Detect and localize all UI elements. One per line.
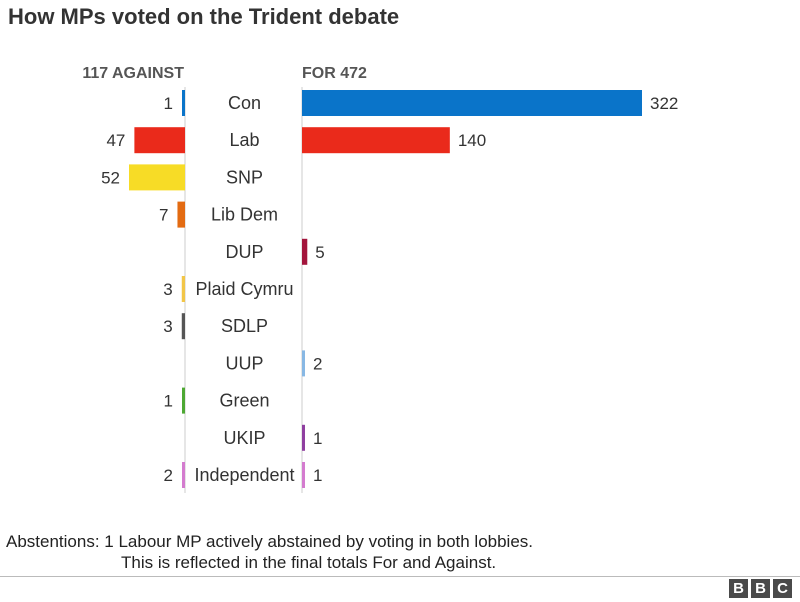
for-value-label: 5 (315, 243, 324, 262)
for-value-label: 322 (650, 94, 678, 113)
for-value-label: 1 (313, 466, 322, 485)
for-bar (302, 424, 305, 451)
category-label: Lab (229, 130, 259, 150)
against-value-label: 3 (163, 317, 172, 336)
against-bar (129, 164, 185, 191)
for-bar (302, 90, 642, 116)
against-bar (182, 387, 185, 414)
category-label: DUP (225, 242, 263, 262)
for-value-label: 1 (313, 429, 322, 448)
for-bar (302, 238, 308, 265)
chart-title: How MPs voted on the Trident debate (8, 4, 400, 29)
for-bar (302, 127, 450, 154)
against-value-label: 52 (101, 168, 120, 187)
category-label: SDLP (221, 316, 268, 336)
abstentions-note-line-1: Abstentions: 1 Labour MP actively abstai… (6, 532, 534, 551)
category-label: Independent (194, 465, 294, 485)
category-label: SNP (226, 167, 263, 187)
logo-letter: B (729, 579, 748, 598)
category-label: UUP (225, 353, 263, 373)
against-value-label: 3 (163, 280, 172, 299)
footer-divider (0, 576, 800, 577)
against-bar (134, 127, 185, 154)
category-label: Con (228, 93, 261, 113)
against-bar (182, 90, 185, 116)
against-value-label: 2 (164, 466, 173, 485)
against-value-label: 1 (164, 94, 173, 113)
category-label: Green (219, 391, 269, 411)
for-header: FOR 472 (302, 65, 367, 82)
abstentions-note-line-2: This is reflected in the final totals Fo… (121, 553, 497, 572)
logo-letter: C (773, 579, 792, 598)
against-bar (182, 462, 185, 488)
against-bar (177, 201, 185, 228)
category-label: UKIP (223, 428, 265, 448)
logo-letter: B (751, 579, 770, 598)
against-value-label: 47 (106, 131, 125, 150)
bbc-logo: B B C (729, 579, 792, 598)
against-header: 117 AGAINST (82, 65, 184, 82)
against-value-label: 7 (159, 206, 168, 225)
category-label: Plaid Cymru (195, 279, 293, 299)
against-value-label: 1 (164, 392, 173, 411)
for-bar (302, 350, 305, 377)
for-value-label: 2 (313, 354, 322, 373)
for-bar (302, 462, 305, 488)
category-label: Lib Dem (211, 205, 278, 225)
for-value-label: 140 (458, 131, 486, 150)
against-bar (181, 276, 185, 302)
against-bar (181, 313, 185, 340)
